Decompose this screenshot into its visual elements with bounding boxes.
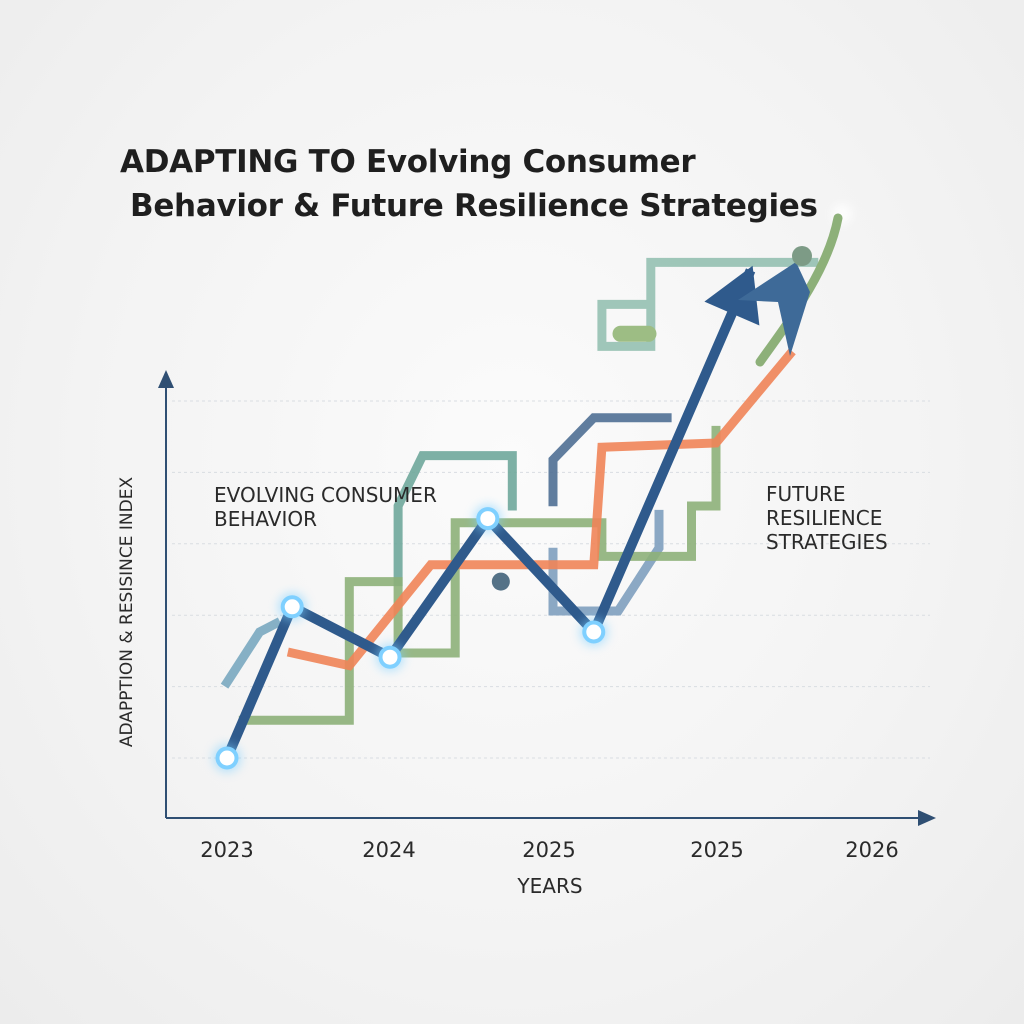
- chart-title: ADAPTING TO Evolving Consumer Behavior &…: [120, 140, 880, 228]
- annotation-line: EVOLVING CONSUMER: [214, 483, 437, 507]
- annotation-line: RESILIENCE: [766, 506, 882, 530]
- x-axis-label: YEARS: [516, 874, 582, 898]
- series-line: [220, 617, 282, 689]
- annotation-line: FUTURE: [766, 482, 846, 506]
- series-line: [393, 451, 517, 587]
- annotation-evolving-consumer: EVOLVING CONSUMER BEHAVIOR: [214, 483, 437, 531]
- series-layer: [213, 257, 819, 772]
- series-line: [286, 348, 796, 671]
- y-axis-label: ADAPPTION & RESISINCE INDEX: [117, 477, 137, 748]
- x-tick-label: 2024: [362, 838, 415, 862]
- data-point: [378, 645, 402, 669]
- series-line: [220, 268, 756, 765]
- x-tick-label: 2025: [522, 838, 575, 862]
- data-point: [476, 507, 500, 531]
- person-on-arrow-icon: [738, 204, 852, 367]
- title-line-1: ADAPTING TO Evolving Consumer: [120, 144, 696, 180]
- series-line: [548, 413, 672, 507]
- x-tick-label: 2026: [845, 838, 898, 862]
- title-line-2: Behavior & Future Resilience Strategies: [130, 188, 818, 224]
- annotation-line: BEHAVIOR: [214, 507, 317, 531]
- floating-dot: [491, 572, 510, 591]
- data-point: [280, 595, 304, 619]
- series-line: [597, 257, 819, 351]
- x-ticks: 2023 2024 2025 2025 2026: [200, 838, 898, 862]
- data-point: [215, 746, 239, 770]
- annotation-line: STRATEGIES: [766, 530, 888, 554]
- series-line: [238, 425, 721, 725]
- series-arrowhead: [704, 265, 760, 326]
- data-point: [582, 620, 606, 644]
- annotation-future-resilience: FUTURE RESILIENCE STRATEGIES: [766, 482, 888, 554]
- x-tick-label: 2025: [690, 838, 743, 862]
- x-tick-label: 2023: [200, 838, 253, 862]
